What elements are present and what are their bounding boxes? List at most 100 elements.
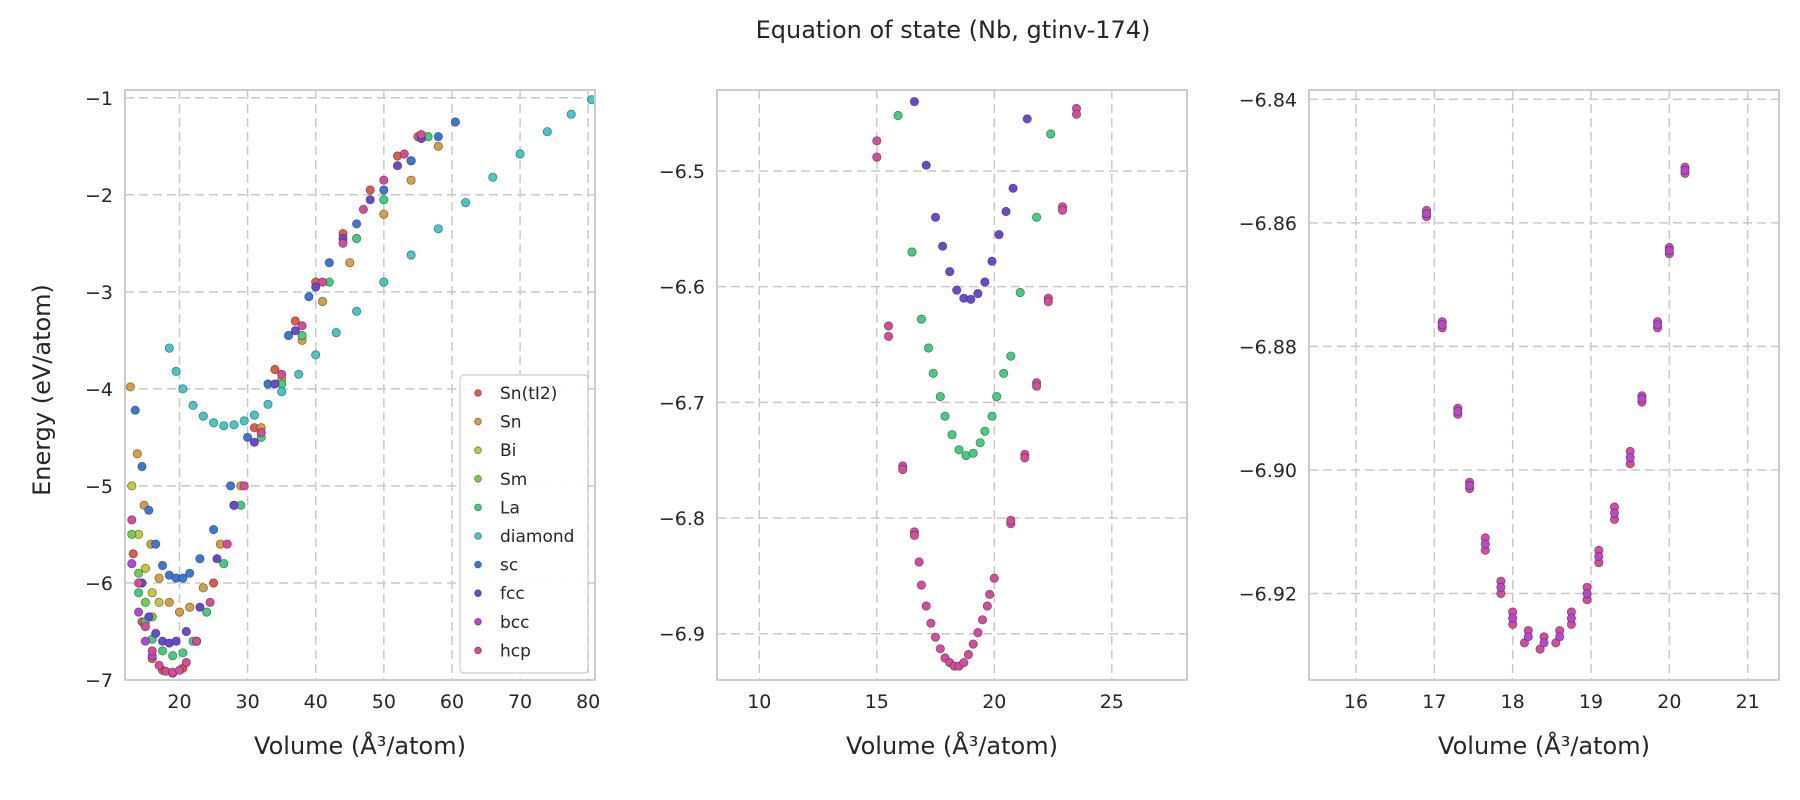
data-point (379, 277, 389, 287)
data-point (317, 296, 328, 307)
data-point (134, 588, 144, 598)
data-point (134, 578, 144, 588)
data-point (324, 258, 334, 268)
x-axis-label: Volume (Å³/atom) (846, 731, 1058, 760)
legend-label: bcc (500, 613, 529, 633)
data-point (379, 185, 389, 195)
y-tick-label: −3 (85, 282, 113, 304)
data-point (188, 400, 198, 410)
data-point (239, 416, 249, 426)
data-point (127, 558, 137, 569)
data-point (433, 141, 443, 151)
data-point (987, 411, 997, 421)
legend-label: La (500, 498, 520, 518)
data-point (144, 612, 154, 622)
data-point (947, 430, 957, 440)
data-point (1057, 205, 1068, 215)
y-tick-label: −4 (85, 379, 113, 401)
data-point (450, 117, 460, 127)
data-point (1046, 129, 1056, 139)
data-point (898, 464, 908, 475)
data-point (416, 130, 426, 140)
x-tick-label: 80 (576, 691, 600, 713)
x-tick-label: 17 (1422, 691, 1446, 713)
data-point (980, 277, 990, 287)
y-tick-label: −7 (85, 670, 113, 692)
data-point (140, 563, 150, 574)
data-point (277, 369, 287, 379)
data-point (1496, 582, 1506, 592)
data-point (168, 651, 178, 661)
x-tick-label: 15 (865, 691, 889, 713)
data-point (984, 589, 995, 600)
data-point (191, 636, 202, 646)
series-diamond (164, 95, 597, 431)
data-point (966, 294, 976, 304)
legend-marker (474, 446, 482, 455)
series-la (893, 110, 1056, 461)
data-point (198, 583, 208, 593)
data-point (893, 110, 903, 121)
data-point (270, 364, 280, 375)
panel-2: 10 15 20 25 −6.9 −6.8 −6.7 −6.6 −6.5 Volume (Å³/a… (659, 89, 1188, 760)
data-point (164, 343, 174, 353)
data-point (945, 266, 955, 277)
legend-marker (474, 417, 482, 426)
x-tick-label: 60 (440, 691, 464, 713)
data-point (226, 481, 236, 491)
data-point (982, 601, 992, 611)
data-point (406, 250, 416, 260)
data-point (132, 449, 142, 459)
data-point (1566, 613, 1577, 623)
data-point (488, 172, 498, 182)
data-point (147, 588, 157, 598)
series-bcc (127, 558, 157, 661)
data-point (872, 152, 882, 162)
x-tick-label: 25 (1100, 691, 1124, 713)
data-point (937, 241, 948, 251)
data-point (181, 657, 191, 668)
data-point (921, 601, 931, 611)
series-sn (125, 141, 443, 617)
data-point (1453, 406, 1463, 416)
data-point (940, 411, 950, 421)
data-point (935, 644, 945, 654)
data-point (174, 665, 185, 675)
data-point (178, 648, 188, 658)
data-point (212, 554, 222, 564)
data-point (883, 331, 894, 341)
y-tick-label: −6.5 (659, 161, 705, 183)
x-tick-label: 30 (236, 691, 260, 713)
data-point (127, 481, 137, 491)
data-point (277, 387, 287, 397)
data-point (1594, 551, 1604, 562)
data-point (154, 573, 164, 583)
x-tick-label: 20 (1657, 691, 1681, 713)
legend-label: Bi (500, 441, 516, 461)
data-point (406, 175, 416, 185)
legend-marker (474, 389, 482, 397)
data-point (147, 646, 157, 656)
data-point (243, 432, 253, 442)
data-point (181, 626, 191, 637)
data-point (294, 369, 304, 379)
legend-marker (474, 589, 482, 597)
data-point (219, 421, 229, 431)
data-point (290, 326, 300, 336)
data-point (130, 405, 140, 415)
data-point (178, 573, 188, 583)
data-point (973, 288, 983, 299)
data-point (542, 127, 552, 137)
data-point (151, 628, 161, 639)
data-point (1582, 588, 1592, 599)
y-tick-label: −6.88 (1239, 336, 1297, 358)
data-point (154, 660, 164, 671)
y-tick-label: −2 (85, 185, 113, 207)
x-tick-label: 70 (508, 691, 532, 713)
data-point (916, 580, 927, 590)
y-tick-label: −6 (85, 573, 113, 595)
data-point (174, 607, 185, 617)
data-point (134, 568, 144, 578)
series-hcp (872, 103, 1082, 671)
data-point (1465, 480, 1475, 490)
